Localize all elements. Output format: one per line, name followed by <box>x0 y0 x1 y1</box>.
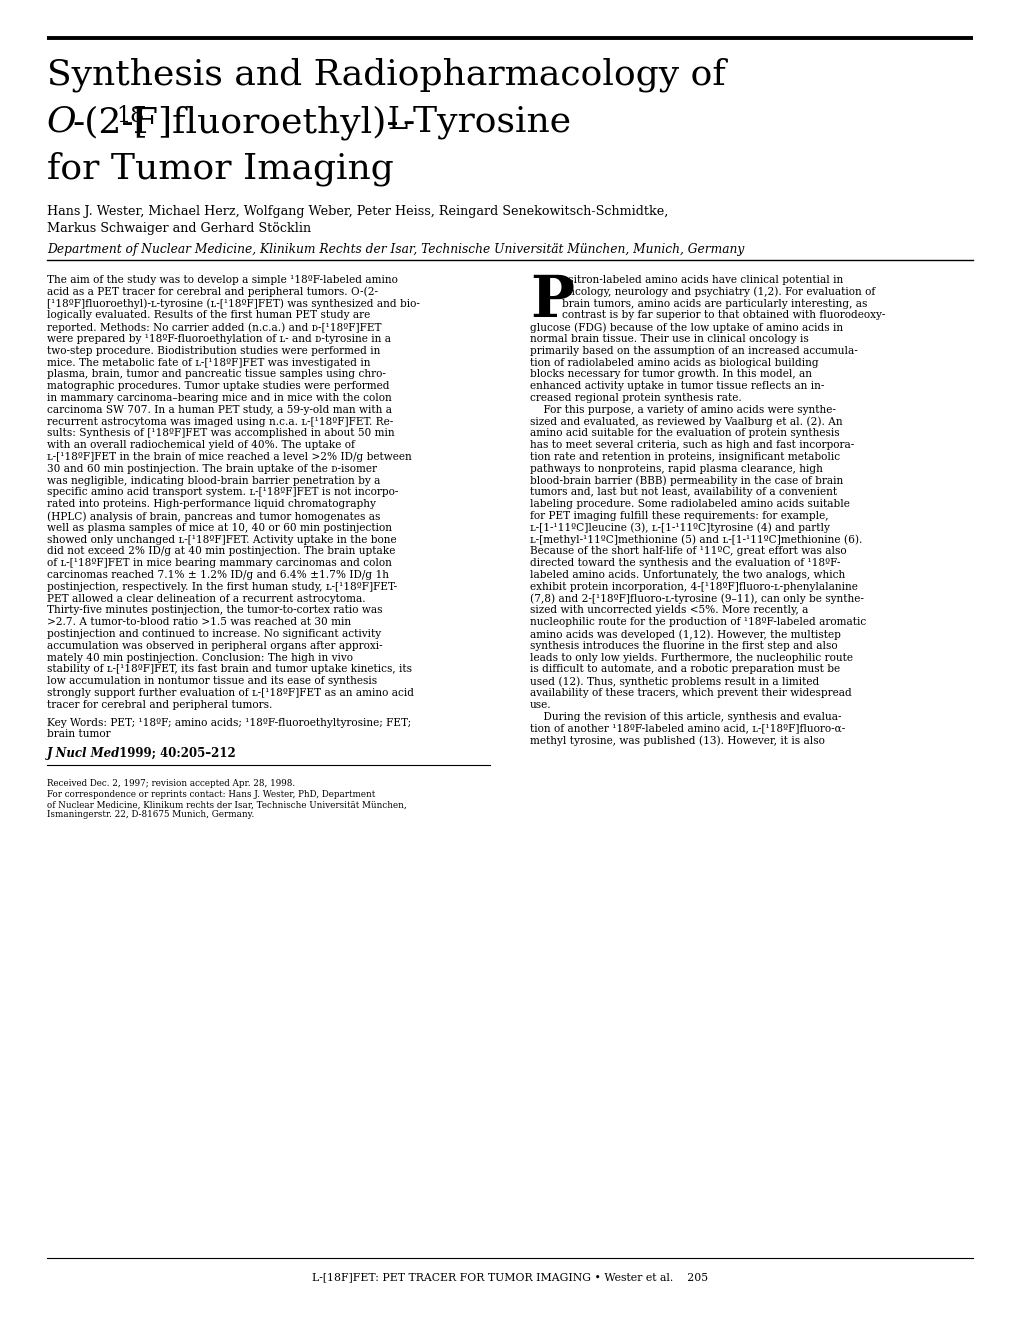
Text: pathways to nonproteins, rapid plasma clearance, high: pathways to nonproteins, rapid plasma cl… <box>530 463 822 474</box>
Text: Hans J. Wester, Michael Herz, Wolfgang Weber, Peter Heiss, Reingard Senekowitsch: Hans J. Wester, Michael Herz, Wolfgang W… <box>47 205 667 218</box>
Text: used (12). Thus, synthetic problems result in a limited: used (12). Thus, synthetic problems resu… <box>530 676 818 686</box>
Text: Synthesis and Radiopharmacology of: Synthesis and Radiopharmacology of <box>47 58 726 92</box>
Text: contrast is by far superior to that obtained with fluorodeoxy-: contrast is by far superior to that obta… <box>561 310 884 321</box>
Text: mice. The metabolic fate of ʟ-[¹18ºF]FET was investigated in: mice. The metabolic fate of ʟ-[¹18ºF]FET… <box>47 358 370 367</box>
Text: matographic procedures. Tumor uptake studies were performed: matographic procedures. Tumor uptake stu… <box>47 381 389 391</box>
Text: normal brain tissue. Their use in clinical oncology is: normal brain tissue. Their use in clinic… <box>530 334 808 345</box>
Text: ositron-labeled amino acids have clinical potential in: ositron-labeled amino acids have clinica… <box>561 275 843 285</box>
Text: glucose (FDG) because of the low uptake of amino acids in: glucose (FDG) because of the low uptake … <box>530 322 843 333</box>
Text: sized and evaluated, as reviewed by Vaalburg et al. (2). An: sized and evaluated, as reviewed by Vaal… <box>530 417 842 428</box>
Text: labeling procedure. Some radiolabeled amino acids suitable: labeling procedure. Some radiolabeled am… <box>530 499 849 510</box>
Text: ʟ-[methyl-¹11ºC]methionine (5) and ʟ-[1-¹11ºC]methionine (6).: ʟ-[methyl-¹11ºC]methionine (5) and ʟ-[1-… <box>530 535 861 545</box>
Text: has to meet several criteria, such as high and fast incorpora-: has to meet several criteria, such as hi… <box>530 440 854 450</box>
Text: ʟ-[¹18ºF]FET in the brain of mice reached a level >2% ID/g between: ʟ-[¹18ºF]FET in the brain of mice reache… <box>47 451 412 462</box>
Text: mately 40 min postinjection. Conclusion: The high in vivo: mately 40 min postinjection. Conclusion:… <box>47 652 353 663</box>
Text: for PET imaging fulfill these requirements: for example,: for PET imaging fulfill these requiremen… <box>530 511 827 521</box>
Text: tion of another ¹18ºF-labeled amino acid, ʟ-[¹18ºF]fluoro-α-: tion of another ¹18ºF-labeled amino acid… <box>530 723 845 734</box>
Text: sults: Synthesis of [¹18ºF]FET was accomplished in about 50 min: sults: Synthesis of [¹18ºF]FET was accom… <box>47 429 394 438</box>
Text: J Nucl Med: J Nucl Med <box>47 747 120 760</box>
Text: enhanced activity uptake in tumor tissue reflects an in-: enhanced activity uptake in tumor tissue… <box>530 381 823 391</box>
Text: creased regional protein synthesis rate.: creased regional protein synthesis rate. <box>530 393 741 403</box>
Text: P: P <box>530 273 574 329</box>
Text: brain tumors, amino acids are particularly interesting, as: brain tumors, amino acids are particular… <box>561 298 866 309</box>
Text: F]fluoroethyl)-: F]fluoroethyl)- <box>132 106 398 140</box>
Text: >2.7. A tumor-to-blood ratio >1.5 was reached at 30 min: >2.7. A tumor-to-blood ratio >1.5 was re… <box>47 618 351 627</box>
Text: methyl tyrosine, was published (13). However, it is also: methyl tyrosine, was published (13). How… <box>530 735 824 746</box>
Text: amino acids was developed (1,12). However, the multistep: amino acids was developed (1,12). Howeve… <box>530 630 840 640</box>
Text: stability of ʟ-[¹18ºF]FET, its fast brain and tumor uptake kinetics, its: stability of ʟ-[¹18ºF]FET, its fast brai… <box>47 664 412 675</box>
Text: exhibit protein incorporation, 4-[¹18ºF]fluoro-ʟ-phenylalanine: exhibit protein incorporation, 4-[¹18ºF]… <box>530 582 857 591</box>
Text: for Tumor Imaging: for Tumor Imaging <box>47 152 393 186</box>
Text: leads to only low yields. Furthermore, the nucleophilic route: leads to only low yields. Furthermore, t… <box>530 652 852 663</box>
Text: tion rate and retention in proteins, insignificant metabolic: tion rate and retention in proteins, ins… <box>530 451 840 462</box>
Text: 30 and 60 min postinjection. The brain uptake of the ᴅ-isomer: 30 and 60 min postinjection. The brain u… <box>47 463 377 474</box>
Text: Key Words: PET; ¹18ºF; amino acids; ¹18ºF-fluoroethyltyrosine; FET;: Key Words: PET; ¹18ºF; amino acids; ¹18º… <box>47 718 411 727</box>
Text: PET allowed a clear delineation of a recurrent astrocytoma.: PET allowed a clear delineation of a rec… <box>47 594 365 603</box>
Text: blood-brain barrier (BBB) permeability in the case of brain: blood-brain barrier (BBB) permeability i… <box>530 475 843 486</box>
Text: oncology, neurology and psychiatry (1,2). For evaluation of: oncology, neurology and psychiatry (1,2)… <box>561 286 874 297</box>
Text: -(2-[: -(2-[ <box>72 106 148 139</box>
Text: postinjection, respectively. In the first human study, ʟ-[¹18ºF]FET-: postinjection, respectively. In the firs… <box>47 582 396 591</box>
Text: nucleophilic route for the production of ¹18ºF-labeled aromatic: nucleophilic route for the production of… <box>530 618 865 627</box>
Text: L: L <box>386 106 407 136</box>
Text: Thirty-five minutes postinjection, the tumor-to-cortex ratio was: Thirty-five minutes postinjection, the t… <box>47 606 382 615</box>
Text: two-step procedure. Biodistribution studies were performed in: two-step procedure. Biodistribution stud… <box>47 346 380 356</box>
Text: tion of radiolabeled amino acids as biological building: tion of radiolabeled amino acids as biol… <box>530 358 818 367</box>
Text: Ismaningerstr. 22, D-81675 Munich, Germany.: Ismaningerstr. 22, D-81675 Munich, Germa… <box>47 810 254 820</box>
Text: low accumulation in nontumor tissue and its ease of synthesis: low accumulation in nontumor tissue and … <box>47 676 377 686</box>
Text: showed only unchanged ʟ-[¹18ºF]FET. Activity uptake in the bone: showed only unchanged ʟ-[¹18ºF]FET. Acti… <box>47 535 396 545</box>
Text: ʟ-[1-¹11ºC]leucine (3), ʟ-[1-¹11ºC]tyrosine (4) and partly: ʟ-[1-¹11ºC]leucine (3), ʟ-[1-¹11ºC]tyros… <box>530 523 829 533</box>
Text: -Tyrosine: -Tyrosine <box>401 106 571 139</box>
Text: were prepared by ¹18ºF-fluoroethylation of ʟ- and ᴅ-tyrosine in a: were prepared by ¹18ºF-fluoroethylation … <box>47 334 390 345</box>
Text: use.: use. <box>530 700 551 710</box>
Text: Markus Schwaiger and Gerhard Stöcklin: Markus Schwaiger and Gerhard Stöcklin <box>47 222 311 235</box>
Text: 18: 18 <box>116 106 145 127</box>
Text: 1999; 40:205–212: 1999; 40:205–212 <box>115 747 235 760</box>
Text: well as plasma samples of mice at 10, 40 or 60 min postinjection: well as plasma samples of mice at 10, 40… <box>47 523 391 533</box>
Text: accumulation was observed in peripheral organs after approxi-: accumulation was observed in peripheral … <box>47 640 382 651</box>
Text: of Nuclear Medicine, Klinikum rechts der Isar, Technische Universität München,: of Nuclear Medicine, Klinikum rechts der… <box>47 800 407 809</box>
Text: Because of the short half-life of ¹11ºC, great effort was also: Because of the short half-life of ¹11ºC,… <box>530 546 846 557</box>
Text: plasma, brain, tumor and pancreatic tissue samples using chro-: plasma, brain, tumor and pancreatic tiss… <box>47 370 385 379</box>
Text: amino acid suitable for the evaluation of protein synthesis: amino acid suitable for the evaluation o… <box>530 429 839 438</box>
Text: brain tumor: brain tumor <box>47 730 110 739</box>
Text: availability of these tracers, which prevent their widespread: availability of these tracers, which pre… <box>530 688 851 698</box>
Text: logically evaluated. Results of the first human PET study are: logically evaluated. Results of the firs… <box>47 310 370 321</box>
Text: carcinoma SW 707. In a human PET study, a 59-y-old man with a: carcinoma SW 707. In a human PET study, … <box>47 405 391 414</box>
Text: primarily based on the assumption of an increased accumula-: primarily based on the assumption of an … <box>530 346 857 356</box>
Text: rated into proteins. High-performance liquid chromatography: rated into proteins. High-performance li… <box>47 499 376 510</box>
Text: synthesis introduces the fluorine in the first step and also: synthesis introduces the fluorine in the… <box>530 640 837 651</box>
Text: During the revision of this article, synthesis and evalua-: During the revision of this article, syn… <box>530 711 841 722</box>
Text: postinjection and continued to increase. No significant activity: postinjection and continued to increase.… <box>47 630 381 639</box>
Text: tracer for cerebral and peripheral tumors.: tracer for cerebral and peripheral tumor… <box>47 700 272 710</box>
Text: Department of Nuclear Medicine, Klinikum Rechts der Isar, Technische Universität: Department of Nuclear Medicine, Klinikum… <box>47 243 744 256</box>
Text: sized with uncorrected yields <5%. More recently, a: sized with uncorrected yields <5%. More … <box>530 606 808 615</box>
Text: acid as a PET tracer for cerebral and peripheral tumors. O-(2-: acid as a PET tracer for cerebral and pe… <box>47 286 378 297</box>
Text: with an overall radiochemical yield of 40%. The uptake of: with an overall radiochemical yield of 4… <box>47 440 355 450</box>
Text: For correspondence or reprints contact: Hans J. Wester, PhD, Department: For correspondence or reprints contact: … <box>47 791 375 799</box>
Text: in mammary carcinoma–bearing mice and in mice with the colon: in mammary carcinoma–bearing mice and in… <box>47 393 391 403</box>
Text: specific amino acid transport system. ʟ-[¹18ºF]FET is not incorpo-: specific amino acid transport system. ʟ-… <box>47 487 398 498</box>
Text: blocks necessary for tumor growth. In this model, an: blocks necessary for tumor growth. In th… <box>530 370 811 379</box>
Text: L-[18F]FET: PET TRACER FOR TUMOR IMAGING • Wester et al.    205: L-[18F]FET: PET TRACER FOR TUMOR IMAGING… <box>312 1272 707 1282</box>
Text: (HPLC) analysis of brain, pancreas and tumor homogenates as: (HPLC) analysis of brain, pancreas and t… <box>47 511 380 521</box>
Text: of ʟ-[¹18ºF]FET in mice bearing mammary carcinomas and colon: of ʟ-[¹18ºF]FET in mice bearing mammary … <box>47 558 391 568</box>
Text: is difficult to automate, and a robotic preparation must be: is difficult to automate, and a robotic … <box>530 664 840 675</box>
Text: recurrent astrocytoma was imaged using n.c.a. ʟ-[¹18ºF]FET. Re-: recurrent astrocytoma was imaged using n… <box>47 417 393 426</box>
Text: strongly support further evaluation of ʟ-[¹18ºF]FET as an amino acid: strongly support further evaluation of ʟ… <box>47 688 414 698</box>
Text: tumors and, last but not least, availability of a convenient: tumors and, last but not least, availabi… <box>530 487 837 498</box>
Text: was negligible, indicating blood-brain barrier penetration by a: was negligible, indicating blood-brain b… <box>47 475 380 486</box>
Text: labeled amino acids. Unfortunately, the two analogs, which: labeled amino acids. Unfortunately, the … <box>530 570 845 579</box>
Text: reported. Methods: No carrier added (n.c.a.) and ᴅ-[¹18ºF]FET: reported. Methods: No carrier added (n.c… <box>47 322 381 333</box>
Text: directed toward the synthesis and the evaluation of ¹18ºF-: directed toward the synthesis and the ev… <box>530 558 840 568</box>
Text: The aim of the study was to develop a simple ¹18ºF-labeled amino: The aim of the study was to develop a si… <box>47 275 397 285</box>
Text: O: O <box>47 106 76 139</box>
Text: [¹18ºF]fluoroethyl)-ʟ-tyrosine (ʟ-[¹18ºF]FET) was synthesized and bio-: [¹18ºF]fluoroethyl)-ʟ-tyrosine (ʟ-[¹18ºF… <box>47 298 420 309</box>
Text: For this purpose, a variety of amino acids were synthe-: For this purpose, a variety of amino aci… <box>530 405 835 414</box>
Text: carcinomas reached 7.1% ± 1.2% ID/g and 6.4% ±1.7% ID/g 1h: carcinomas reached 7.1% ± 1.2% ID/g and … <box>47 570 388 579</box>
Text: (7,8) and 2-[¹18ºF]fluoro-ʟ-tyrosine (9–11), can only be synthe-: (7,8) and 2-[¹18ºF]fluoro-ʟ-tyrosine (9–… <box>530 594 863 605</box>
Text: did not exceed 2% ID/g at 40 min postinjection. The brain uptake: did not exceed 2% ID/g at 40 min postinj… <box>47 546 395 557</box>
Text: Received Dec. 2, 1997; revision accepted Apr. 28, 1998.: Received Dec. 2, 1997; revision accepted… <box>47 779 294 788</box>
